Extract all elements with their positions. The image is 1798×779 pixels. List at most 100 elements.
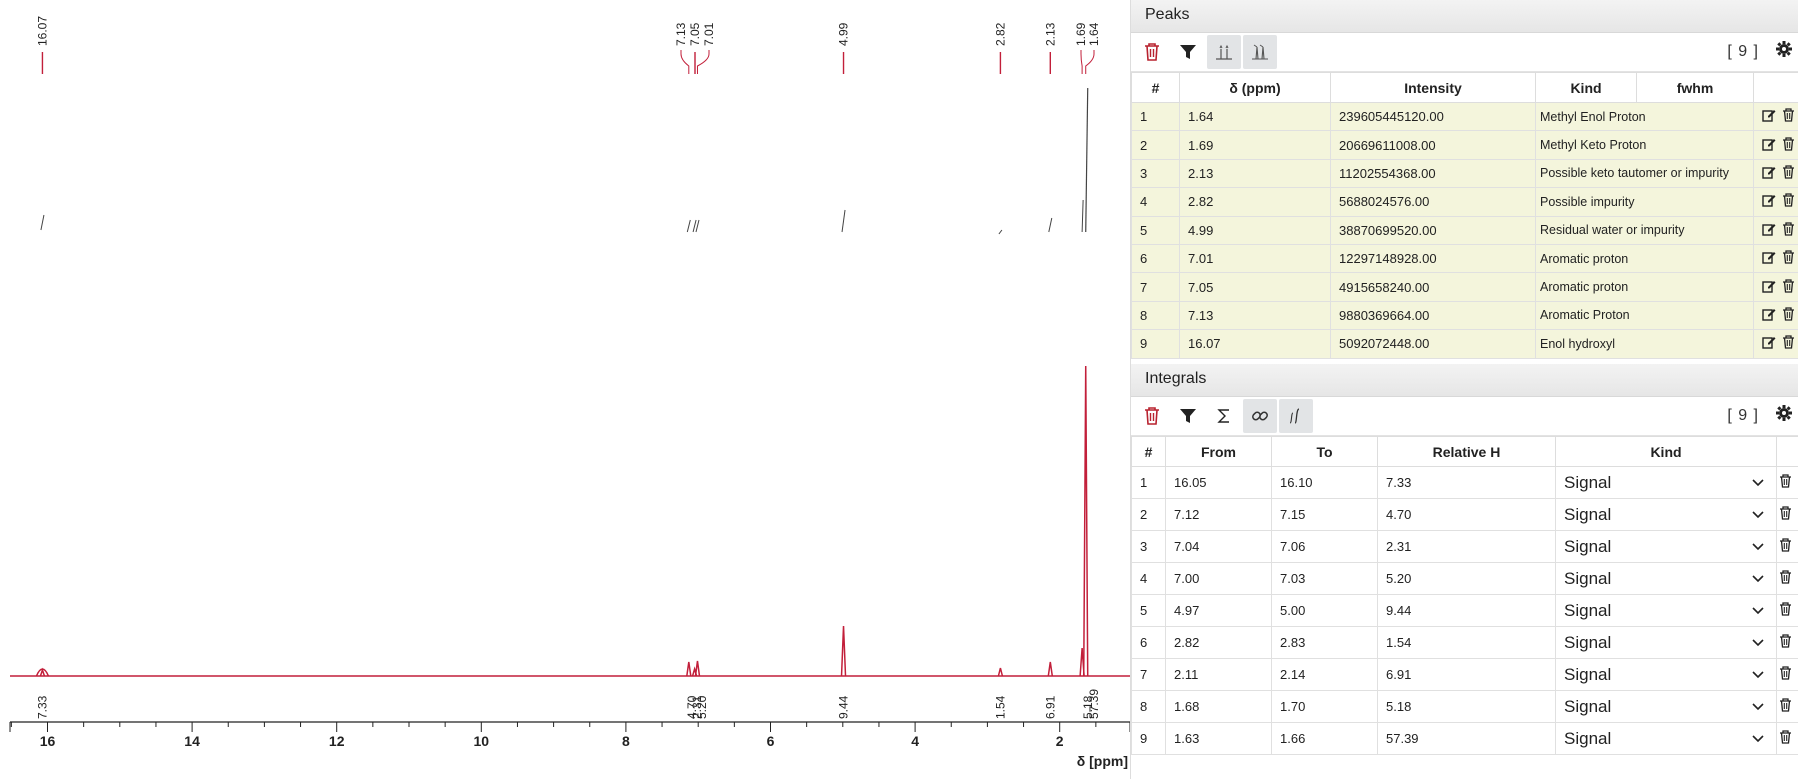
- filter-peaks-button[interactable]: [1171, 35, 1205, 69]
- peak-kind[interactable]: Possible keto tautomer or impurity: [1535, 158, 1754, 189]
- spectrum-view[interactable]: 16.07 7.13 7.05 7.01 4.99 2.82 2.13 1.69 1.64 7.3…: [0, 0, 1130, 779]
- delete-peak-button[interactable]: [1782, 136, 1795, 154]
- delete-integral-button[interactable]: [1779, 666, 1792, 683]
- integral-row[interactable]: 5 4.97 5.00 9.44 Signal: [1131, 594, 1798, 627]
- integral-kind-select[interactable]: Signal: [1555, 722, 1777, 755]
- col-header-relative-h[interactable]: Relative H: [1377, 436, 1556, 467]
- delete-integral-button[interactable]: [1779, 506, 1792, 523]
- peaks-view-button[interactable]: [1207, 35, 1241, 69]
- edit-peak-button[interactable]: [1762, 307, 1776, 324]
- col-header-index[interactable]: #: [1131, 436, 1166, 467]
- peaks-settings-button[interactable]: [1775, 40, 1793, 63]
- delete-peak-button[interactable]: [1782, 307, 1795, 324]
- peak-ppm[interactable]: 16.07: [1179, 329, 1331, 359]
- peak-row[interactable]: 4 2.82 5688024576.00 Possible impurity: [1131, 187, 1798, 217]
- edit-peak-button[interactable]: [1762, 108, 1776, 125]
- delete-peak-button[interactable]: [1782, 335, 1795, 352]
- edit-peak-button[interactable]: [1762, 165, 1776, 182]
- peak-row[interactable]: 8 7.13 9880369664.00 Aromatic Proton: [1131, 300, 1798, 331]
- col-header-fwhm[interactable]: fwhm: [1636, 72, 1754, 103]
- delete-integral-button[interactable]: [1779, 570, 1792, 587]
- integral-row[interactable]: 7 2.11 2.14 6.91 Signal: [1131, 658, 1798, 691]
- delete-peak-button[interactable]: [1782, 165, 1795, 182]
- col-header-from[interactable]: From: [1165, 436, 1272, 467]
- delete-integral-button[interactable]: [1779, 730, 1792, 747]
- integral-relative-h[interactable]: 4.70: [1377, 498, 1556, 531]
- edit-peak-button[interactable]: [1762, 335, 1776, 352]
- delete-peak-button[interactable]: [1782, 193, 1795, 210]
- edit-peak-button[interactable]: [1762, 279, 1776, 296]
- delete-all-integrals-button[interactable]: [1135, 399, 1169, 433]
- delete-peak-button[interactable]: [1782, 108, 1795, 125]
- col-header-index[interactable]: #: [1131, 72, 1180, 103]
- peak-row[interactable]: 2 1.69 20669611008.00 Methyl Keto Proton: [1131, 130, 1798, 160]
- peak-row[interactable]: 6 7.01 12297148928.00 Aromatic proton: [1131, 243, 1798, 274]
- peak-row[interactable]: 7 7.05 4915658240.00 Aromatic proton: [1131, 272, 1798, 302]
- peak-kind[interactable]: Methyl Keto Proton: [1535, 130, 1754, 160]
- peak-ppm[interactable]: 7.13: [1179, 300, 1331, 331]
- peak-kind[interactable]: Residual water or impurity: [1535, 215, 1754, 245]
- delete-integral-button[interactable]: [1779, 538, 1792, 555]
- integral-row[interactable]: 8 1.68 1.70 5.18 Signal: [1131, 690, 1798, 723]
- filter-integrals-button[interactable]: [1171, 399, 1205, 433]
- sum-integrals-button[interactable]: [1207, 399, 1241, 433]
- integral-kind-select[interactable]: Signal: [1555, 498, 1777, 531]
- integral-relative-h[interactable]: 6.91: [1377, 658, 1556, 691]
- col-header-intensity[interactable]: Intensity: [1330, 72, 1536, 103]
- peak-ppm[interactable]: 7.05: [1179, 272, 1331, 302]
- peak-ppm[interactable]: 1.64: [1179, 101, 1331, 132]
- integral-row[interactable]: 3 7.04 7.06 2.31 Signal: [1131, 530, 1798, 563]
- peak-ppm[interactable]: 7.01: [1179, 243, 1331, 274]
- integral-relative-h[interactable]: 1.54: [1377, 626, 1556, 659]
- integral-relative-h[interactable]: 2.31: [1377, 530, 1556, 563]
- integral-row[interactable]: 6 2.82 2.83 1.54 Signal: [1131, 626, 1798, 659]
- peak-ppm[interactable]: 1.69: [1179, 130, 1331, 160]
- integrals-settings-button[interactable]: [1775, 404, 1793, 427]
- peak-ppm[interactable]: 2.82: [1179, 187, 1331, 217]
- peak-ppm[interactable]: 4.99: [1179, 215, 1331, 245]
- integral-kind-select[interactable]: Signal: [1555, 658, 1777, 691]
- spectrum-canvas[interactable]: 16.07 7.13 7.05 7.01 4.99 2.82 2.13 1.69 1.64 7.3…: [0, 0, 1130, 779]
- peaks-shape-button[interactable]: [1243, 35, 1277, 69]
- integral-relative-h[interactable]: 5.20: [1377, 562, 1556, 595]
- integral-kind-select[interactable]: Signal: [1555, 530, 1777, 563]
- integral-kind-select[interactable]: Signal: [1555, 690, 1777, 723]
- integral-relative-h[interactable]: 5.18: [1377, 690, 1556, 723]
- peak-row[interactable]: 1 1.64 239605445120.00 Methyl Enol Proton: [1131, 101, 1798, 132]
- col-header-to[interactable]: To: [1271, 436, 1378, 467]
- peak-kind[interactable]: Aromatic Proton: [1535, 300, 1754, 331]
- peaks-panel-title[interactable]: Peaks: [1131, 0, 1798, 33]
- integral-kind-select[interactable]: Signal: [1555, 626, 1777, 659]
- integral-kind-select[interactable]: Signal: [1555, 466, 1777, 499]
- edit-peak-button[interactable]: [1762, 137, 1776, 154]
- col-header-kind[interactable]: Kind: [1535, 72, 1637, 103]
- integral-row[interactable]: 9 1.63 1.66 57.39 Signal: [1131, 722, 1798, 755]
- peak-row[interactable]: 9 16.07 5092072448.00 Enol hydroxyl: [1131, 329, 1798, 359]
- col-header-kind[interactable]: Kind: [1555, 436, 1777, 467]
- integral-row[interactable]: 4 7.00 7.03 5.20 Signal: [1131, 562, 1798, 595]
- edit-peak-button[interactable]: [1762, 222, 1776, 239]
- integral-row[interactable]: 2 7.12 7.15 4.70 Signal: [1131, 498, 1798, 531]
- edit-peak-button[interactable]: [1762, 193, 1776, 210]
- delete-all-peaks-button[interactable]: [1135, 35, 1169, 69]
- delete-integral-button[interactable]: [1779, 634, 1792, 651]
- integral-row[interactable]: 1 16.05 16.10 7.33 Signal: [1131, 466, 1798, 499]
- integral-relative-h[interactable]: 57.39: [1377, 722, 1556, 755]
- integral-relative-h[interactable]: 7.33: [1377, 466, 1556, 499]
- delete-integral-button[interactable]: [1779, 474, 1792, 491]
- peak-ppm[interactable]: 2.13: [1179, 158, 1331, 189]
- delete-peak-button[interactable]: [1782, 250, 1795, 267]
- integral-relative-h[interactable]: 9.44: [1377, 594, 1556, 627]
- delete-integral-button[interactable]: [1779, 602, 1792, 619]
- col-header-ppm[interactable]: δ (ppm): [1179, 72, 1331, 103]
- integral-curve-toggle[interactable]: [1279, 399, 1313, 433]
- delete-peak-button[interactable]: [1782, 278, 1795, 296]
- delete-integral-button[interactable]: [1779, 698, 1792, 715]
- integral-kind-select[interactable]: Signal: [1555, 594, 1777, 627]
- peak-kind[interactable]: Methyl Enol Proton: [1535, 101, 1754, 132]
- delete-peak-button[interactable]: [1782, 222, 1795, 239]
- link-integrals-button[interactable]: [1243, 399, 1277, 433]
- peak-kind[interactable]: Enol hydroxyl: [1535, 329, 1754, 359]
- edit-peak-button[interactable]: [1762, 250, 1776, 267]
- integral-kind-select[interactable]: Signal: [1555, 562, 1777, 595]
